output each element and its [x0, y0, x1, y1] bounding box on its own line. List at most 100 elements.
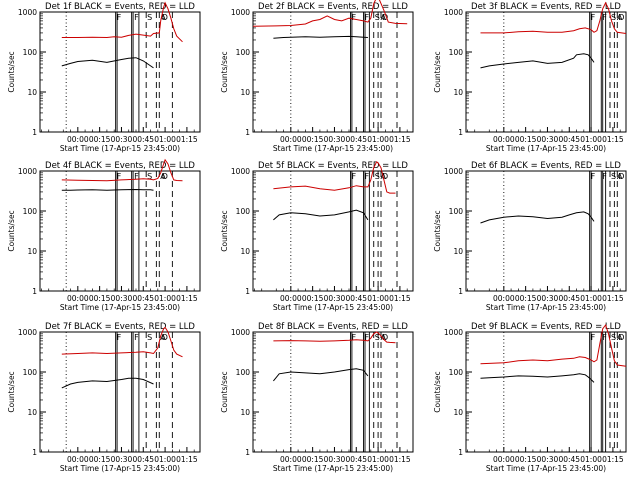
- x-tick-label: 00:15: [89, 455, 111, 464]
- y-axis-label: Counts/sec: [7, 51, 16, 92]
- x-tick-label: 01:15: [602, 135, 624, 144]
- y-tick-label: 100: [449, 48, 464, 57]
- x-tick-label: 00:30: [324, 135, 346, 144]
- x-tick-label: 00:15: [302, 135, 324, 144]
- event-marker-label: F: [365, 172, 370, 181]
- panel-det-7: Det 7f BLACK = Events, RED = LLD 1 10 100 10…: [7, 322, 201, 473]
- x-axis-label: Start Time (17-Apr-15 23:45:00): [486, 144, 606, 153]
- panel-det-8: Det 8f BLACK = Events, RED = LLD 1 10 100 10…: [220, 322, 414, 473]
- event-marker-label: S: [147, 13, 152, 22]
- series-events: [61, 377, 154, 389]
- event-marker-label: S: [375, 172, 380, 181]
- plot-frame: [465, 170, 627, 292]
- event-marker-label: F: [117, 13, 122, 22]
- event-marker-label: F: [117, 172, 122, 181]
- y-tick-label: 1000: [231, 167, 250, 176]
- panel-title: Det 1f BLACK = Events, RED = LLD: [45, 2, 195, 12]
- y-axis-label: Counts/sec: [433, 51, 442, 92]
- x-tick-label: 00:45: [345, 294, 367, 303]
- event-marker-label: A: [381, 13, 387, 22]
- y-tick-label: 10: [453, 247, 463, 256]
- x-tick-label: 01:00: [154, 135, 176, 144]
- event-marker-label: S: [611, 13, 616, 22]
- y-tick-label: 10: [27, 408, 37, 417]
- y-axis-label: Counts/sec: [433, 371, 442, 412]
- x-tick-label: 01:15: [176, 294, 198, 303]
- event-marker-label: A: [617, 13, 623, 22]
- event-marker-label: S: [375, 13, 380, 22]
- y-axis-label: Counts/sec: [220, 210, 229, 251]
- x-tick-label: 01:00: [154, 455, 176, 464]
- plot-frame: [39, 11, 201, 133]
- x-tick-label: 00:00: [493, 135, 515, 144]
- series-lld: [480, 1, 627, 34]
- y-tick-label: 100: [449, 368, 464, 377]
- event-marker-label: D: [162, 333, 168, 342]
- x-axis-label: Start Time (17-Apr-15 23:45:00): [273, 464, 393, 473]
- x-tick-label: 01:15: [602, 294, 624, 303]
- x-tick-label: 00:45: [558, 135, 580, 144]
- event-marker-label: A: [617, 172, 623, 181]
- event-marker-label: D: [618, 333, 624, 342]
- series-events: [273, 35, 368, 39]
- x-axis-label: Start Time (17-Apr-15 23:45:00): [60, 303, 180, 312]
- panel-det-2: Det 2f BLACK = Events, RED = LLD 1 10 100 10…: [220, 0, 414, 153]
- y-tick-label: 1: [32, 448, 37, 457]
- event-marker-label: A: [160, 172, 166, 181]
- event-marker-label: D: [618, 172, 624, 181]
- panel-title: Det 8f BLACK = Events, RED = LLD: [258, 322, 408, 332]
- y-tick-label: 1000: [231, 8, 250, 17]
- x-tick-label: 00:15: [89, 135, 111, 144]
- y-tick-label: 1: [458, 448, 463, 457]
- event-marker-label: F: [591, 333, 596, 342]
- panel-det-6: Det 6f BLACK = Events, RED = LLD 1 10 100 10…: [433, 161, 627, 312]
- panel-det-9: Det 9f BLACK = Events, RED = LLD 1 10 100 10…: [433, 322, 627, 473]
- y-tick-label: 10: [453, 408, 463, 417]
- y-tick-label: 1000: [444, 8, 463, 17]
- y-tick-label: 10: [27, 247, 37, 256]
- x-tick-label: 00:00: [493, 455, 515, 464]
- event-marker-label: A: [381, 333, 387, 342]
- x-tick-label: 00:30: [537, 135, 559, 144]
- event-marker-label: A: [617, 333, 623, 342]
- x-axis-label: Start Time (17-Apr-15 23:45:00): [273, 303, 393, 312]
- series-events: [273, 209, 369, 221]
- y-tick-label: 1: [458, 287, 463, 296]
- x-tick-label: 01:15: [389, 135, 411, 144]
- x-axis-label: Start Time (17-Apr-15 23:45:00): [486, 464, 606, 473]
- x-tick-label: 01:15: [389, 294, 411, 303]
- event-marker-label: F: [134, 333, 139, 342]
- x-tick-label: 01:00: [580, 135, 602, 144]
- panel-title: Det 9f BLACK = Events, RED = LLD: [471, 322, 621, 332]
- plot-frame: [39, 331, 201, 453]
- series-events: [480, 211, 595, 224]
- x-tick-label: 00:00: [67, 455, 89, 464]
- series-lld: [61, 326, 183, 358]
- y-tick-label: 1000: [18, 167, 37, 176]
- x-tick-label: 01:00: [367, 135, 389, 144]
- x-axis-label: Start Time (17-Apr-15 23:45:00): [486, 303, 606, 312]
- event-marker-label: F: [351, 13, 356, 22]
- y-tick-label: 1000: [18, 328, 37, 337]
- series-lld: [480, 323, 627, 367]
- x-tick-label: 00:45: [345, 455, 367, 464]
- plot-frame: [252, 11, 414, 133]
- event-marker-label: F: [134, 13, 139, 22]
- series-events: [480, 373, 595, 383]
- event-marker-label: D: [162, 172, 168, 181]
- event-marker-label: F: [591, 172, 596, 181]
- event-marker-label: F: [365, 333, 370, 342]
- x-tick-label: 00:15: [515, 135, 537, 144]
- event-marker-label: D: [382, 13, 388, 22]
- series-lld: [61, 158, 183, 182]
- series-lld: [252, 0, 408, 27]
- x-tick-label: 00:30: [537, 294, 559, 303]
- x-tick-label: 00:45: [558, 294, 580, 303]
- x-tick-label: 00:15: [515, 294, 537, 303]
- series-lld: [61, 1, 183, 43]
- x-tick-label: 00:30: [111, 455, 133, 464]
- y-tick-label: 1: [32, 287, 37, 296]
- event-marker-label: F: [602, 333, 607, 342]
- event-marker-label: D: [618, 13, 624, 22]
